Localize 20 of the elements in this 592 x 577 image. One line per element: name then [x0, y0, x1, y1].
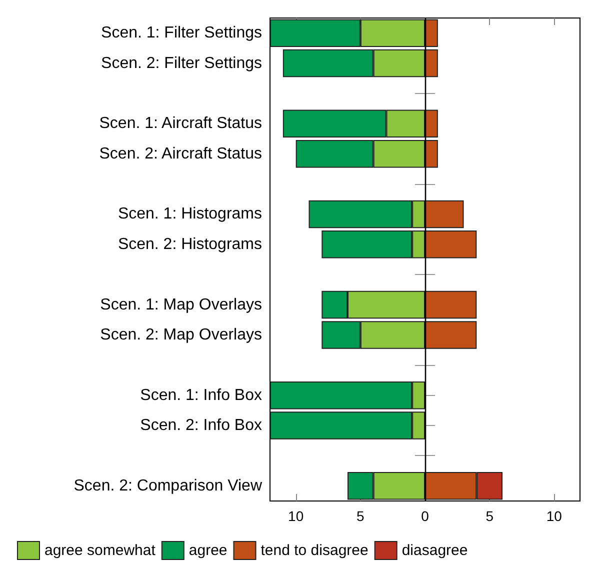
legend-label: agree — [188, 542, 228, 559]
x-tick-label: 5 — [486, 508, 494, 524]
legend-label: agree somewhat — [44, 542, 156, 559]
y-tick-label: Scen. 2: Map Overlays — [100, 326, 262, 344]
y-tick-label: Scen. 1: Map Overlays — [100, 296, 262, 314]
legend-label: diasagree — [402, 542, 468, 559]
x-tick-label: 10 — [546, 508, 562, 524]
y-tick-label: Scen. 2: Filter Settings — [101, 54, 262, 72]
y-tick-label: Scen. 2: Aircraft Status — [99, 145, 262, 162]
y-tick-label: Scen. 1: Aircraft Status — [99, 115, 262, 132]
legend-label: tend to disagree — [260, 542, 368, 559]
y-tick-label: Scen. 1: Histograms — [118, 206, 262, 223]
y-tick-label: Scen. 1: Info Box — [140, 386, 262, 404]
x-tick-label: 0 — [421, 508, 430, 524]
y-tick-label: Scen. 2: Comparison View — [74, 477, 262, 494]
y-tick-label: Scen. 2: Histograms — [118, 236, 262, 253]
y-tick-label: Scen. 1: Filter Settings — [101, 24, 262, 42]
y-tick-label: Scen. 2: Info Box — [140, 417, 262, 434]
x-tick-label: 5 — [356, 508, 365, 524]
x-tick-label: 10 — [288, 508, 304, 524]
